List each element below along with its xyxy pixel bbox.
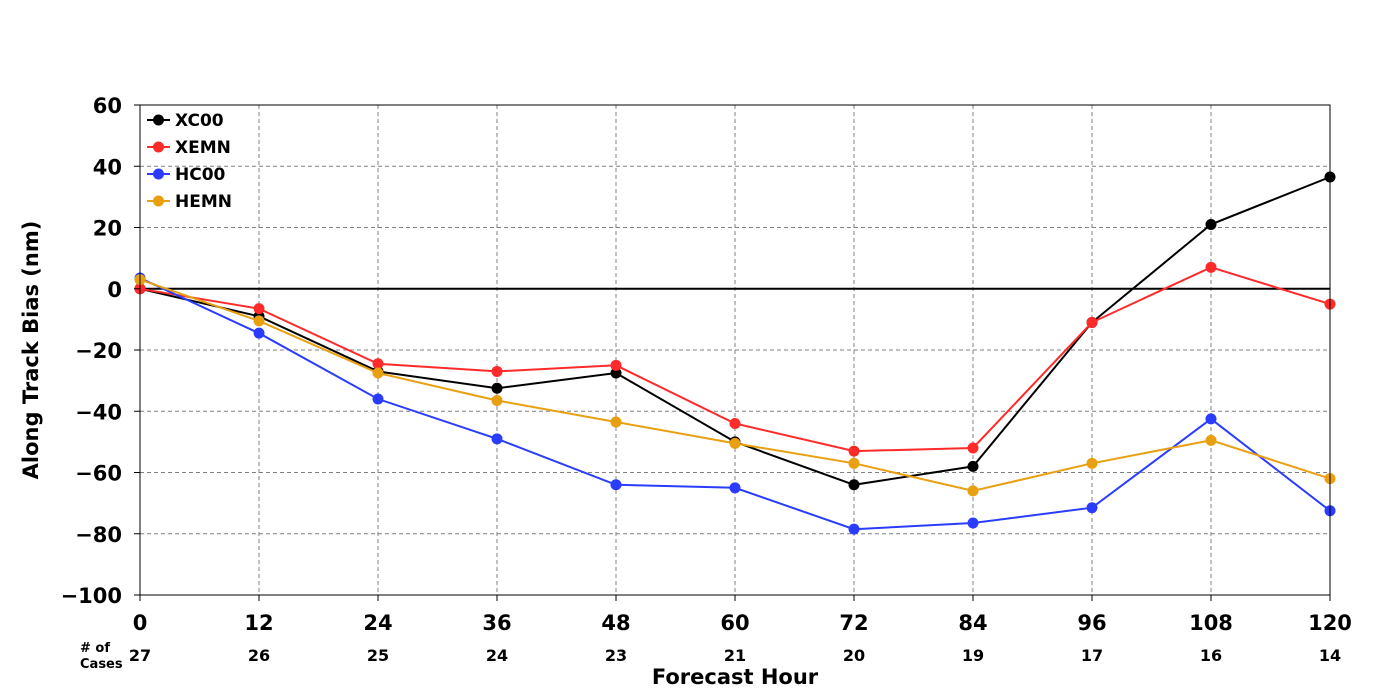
x-tick-label-48: 48 bbox=[601, 611, 630, 635]
point-xc00-48 bbox=[610, 367, 622, 379]
case-count-72: 20 bbox=[843, 646, 865, 665]
point-hc00-72 bbox=[848, 523, 860, 535]
point-xc00-108 bbox=[1205, 218, 1217, 230]
y-tick-label--40: −40 bbox=[75, 400, 122, 424]
x-tick-label-108: 108 bbox=[1189, 611, 1233, 635]
y-axis-title: Along Track Bias (nm) bbox=[19, 221, 43, 480]
case-count-48: 23 bbox=[605, 646, 627, 665]
case-count-0: 27 bbox=[129, 646, 151, 665]
point-xemn-96 bbox=[1086, 316, 1098, 328]
legend: XC00 XEMN HC00 HEMN bbox=[147, 111, 232, 212]
case-count-108: 16 bbox=[1200, 646, 1222, 665]
point-xc00-36 bbox=[491, 382, 503, 394]
case-count-84: 19 bbox=[962, 646, 984, 665]
point-hc00-96 bbox=[1086, 502, 1098, 514]
y-tick-label-60: 60 bbox=[93, 94, 122, 118]
point-hc00-48 bbox=[610, 479, 622, 491]
cases-layer: # of Cases 27 26 25 24 23 21 20 19 17 16 14 bbox=[80, 641, 1341, 672]
point-xemn-12 bbox=[253, 303, 265, 315]
x-tick-label-24: 24 bbox=[363, 611, 392, 635]
point-hemn-48 bbox=[610, 416, 622, 428]
x-tick-label-60: 60 bbox=[720, 611, 749, 635]
case-count-60: 21 bbox=[724, 646, 746, 665]
point-hc00-60 bbox=[729, 482, 741, 494]
legend-label-hc00: HC00 bbox=[175, 165, 226, 185]
y-tick-label--100: −100 bbox=[61, 584, 122, 608]
tick-layer: 0 12 24 36 48 60 72 84 96 108 120 60 40 20 0 −20 −40 −60 −… bbox=[61, 94, 1352, 635]
y-tick-label-20: 20 bbox=[93, 217, 122, 241]
point-hc00-24 bbox=[372, 393, 384, 405]
x-tick-label-120: 120 bbox=[1308, 611, 1352, 635]
point-hemn-72 bbox=[848, 457, 860, 469]
x-axis-title: Forecast Hour bbox=[652, 665, 819, 689]
x-tick-label-0: 0 bbox=[133, 611, 148, 635]
point-xemn-60 bbox=[729, 418, 741, 429]
case-count-120: 14 bbox=[1319, 646, 1341, 665]
point-xemn-48 bbox=[610, 359, 622, 371]
y-tick-label--20: −20 bbox=[75, 339, 122, 363]
case-count-96: 17 bbox=[1081, 646, 1103, 665]
case-count-12: 26 bbox=[248, 646, 270, 665]
x-tick-label-36: 36 bbox=[482, 611, 511, 635]
y-tick-label--80: −80 bbox=[75, 523, 122, 547]
point-hemn-108 bbox=[1205, 434, 1217, 446]
legend-marker-hc00 bbox=[153, 168, 164, 180]
point-hc00-84 bbox=[967, 517, 979, 529]
series-layer bbox=[134, 171, 1336, 535]
point-xemn-36 bbox=[491, 365, 503, 377]
legend-marker-xc00 bbox=[153, 114, 164, 126]
legend-label-xemn: XEMN bbox=[175, 138, 231, 158]
legend-label-hemn: HEMN bbox=[175, 192, 232, 212]
x-tick-label-12: 12 bbox=[244, 611, 273, 635]
y-tick-label-0: 0 bbox=[107, 278, 122, 302]
cases-header-line1: # of bbox=[80, 641, 110, 656]
point-xc00-84 bbox=[967, 460, 979, 472]
legend-marker-hemn bbox=[153, 195, 164, 207]
point-xc00-72 bbox=[848, 479, 860, 491]
point-xemn-72 bbox=[848, 445, 860, 457]
y-tick-label-40: 40 bbox=[93, 155, 122, 179]
grid-layer bbox=[140, 105, 1330, 595]
point-hemn-36 bbox=[491, 395, 503, 407]
point-hemn-60 bbox=[729, 437, 741, 449]
case-count-24: 25 bbox=[367, 646, 389, 665]
point-hc00-36 bbox=[491, 433, 503, 445]
x-tick-label-84: 84 bbox=[958, 611, 987, 635]
point-hemn-84 bbox=[967, 485, 979, 497]
point-hemn-24 bbox=[372, 367, 384, 379]
case-count-36: 24 bbox=[486, 646, 508, 665]
point-hemn-96 bbox=[1086, 457, 1098, 469]
legend-label-xc00: XC00 bbox=[175, 111, 224, 131]
point-xemn-24 bbox=[372, 358, 384, 370]
point-hemn-12 bbox=[253, 315, 265, 327]
x-tick-label-72: 72 bbox=[839, 611, 868, 635]
y-tick-label--60: −60 bbox=[75, 462, 122, 486]
point-hc00-108 bbox=[1205, 413, 1217, 425]
point-hc00-12 bbox=[253, 327, 265, 339]
legend-marker-xemn bbox=[153, 141, 164, 153]
x-tick-label-96: 96 bbox=[1077, 611, 1106, 635]
point-xemn-108 bbox=[1205, 261, 1217, 273]
point-xemn-84 bbox=[967, 442, 979, 454]
cases-header-line2: Cases bbox=[80, 657, 123, 672]
